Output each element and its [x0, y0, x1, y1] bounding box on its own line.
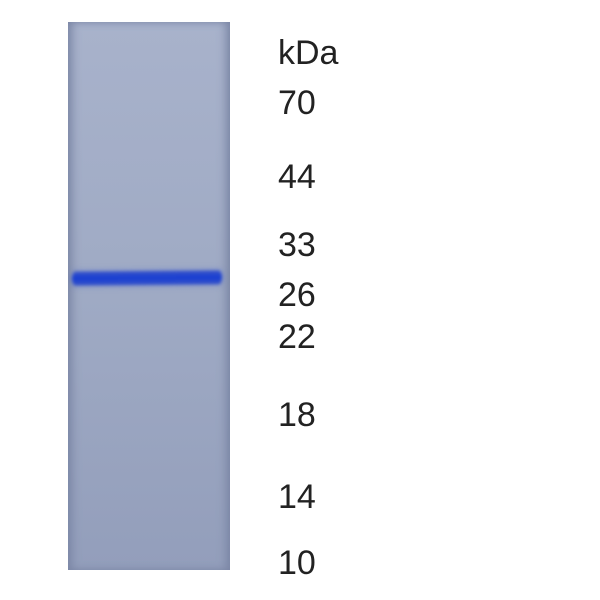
mw-marker-18: 18 [278, 398, 316, 432]
mw-marker-26: 26 [278, 278, 316, 312]
unit-label-kda: kDa [278, 36, 338, 70]
mw-marker-33: 33 [278, 228, 316, 262]
protein-band [72, 270, 222, 285]
mw-marker-10: 10 [278, 546, 316, 580]
mw-marker-14: 14 [278, 480, 316, 514]
mw-marker-44: 44 [278, 160, 316, 194]
mw-marker-70: 70 [278, 86, 316, 120]
mw-marker-22: 22 [278, 320, 316, 354]
gel-lane [68, 22, 230, 570]
gel-image: kDa 70 44 33 26 22 18 14 10 [0, 0, 600, 600]
